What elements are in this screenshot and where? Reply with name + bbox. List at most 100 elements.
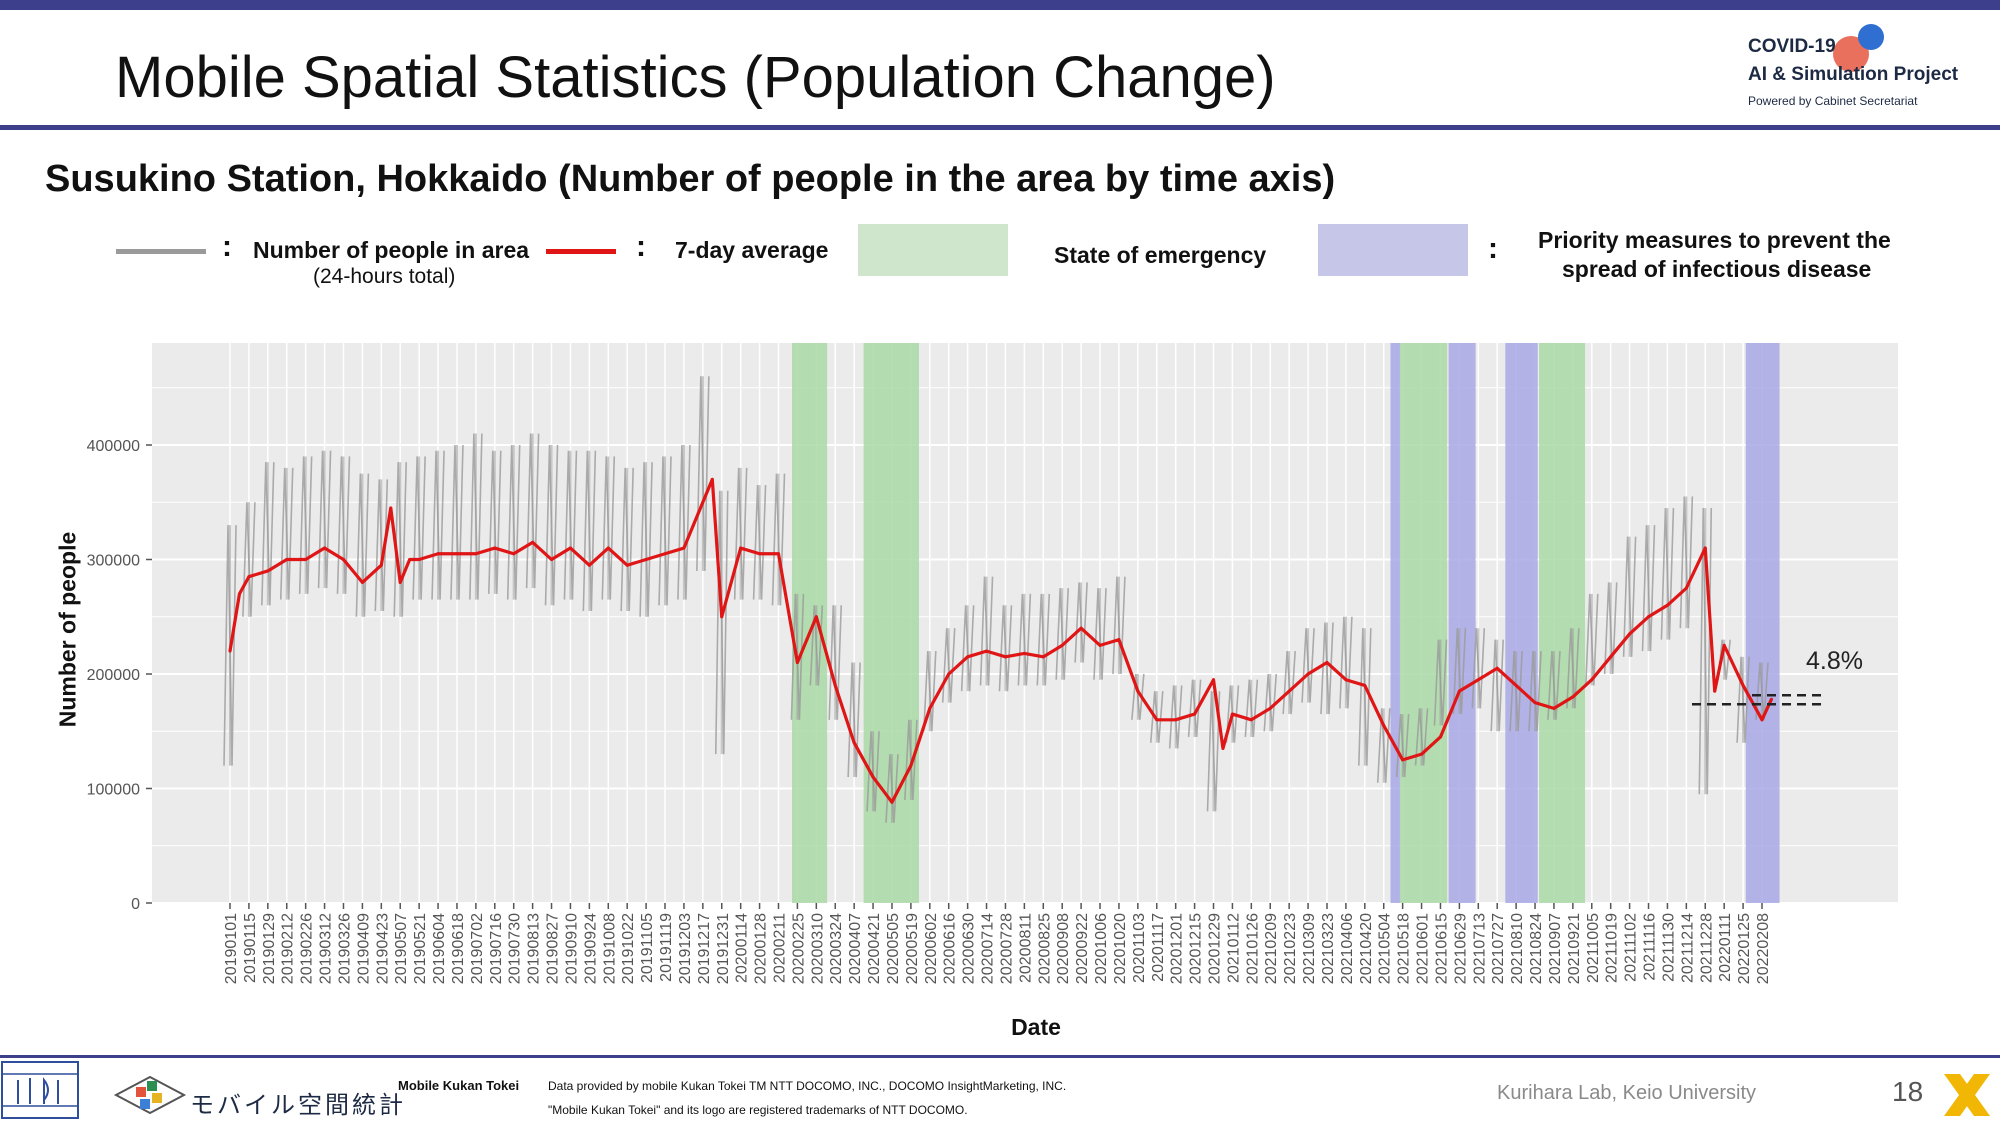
avg-point: [890, 800, 894, 804]
y-tick-label: 400000: [87, 438, 140, 455]
x-tick-label: 20220208: [1755, 913, 1772, 984]
avg-point: [701, 500, 705, 504]
legend-daily-swatch: [116, 249, 206, 254]
x-tick-label: 20210126: [1244, 913, 1261, 984]
avg-point: [512, 552, 516, 556]
x-tick-label: 20210518: [1396, 913, 1413, 984]
x-tick-label: 20210323: [1320, 913, 1337, 984]
annotation-label: 4.8%: [1806, 647, 1863, 675]
avg-point: [228, 649, 232, 653]
avg-point: [1684, 586, 1688, 590]
x-tick-label: 20191022: [620, 913, 637, 984]
avg-point: [1533, 701, 1537, 705]
covid-ai-logo: COVID-19 AI & Simulation Project Powered…: [1745, 24, 1995, 118]
lab-credit: Kurihara Lab, Keio University: [1497, 1082, 1757, 1104]
legend-emergency-label: State of emergency: [1054, 242, 1267, 268]
y-axis-label: Number of people: [54, 531, 81, 728]
avg-point: [550, 558, 554, 561]
avg-point: [1287, 689, 1291, 693]
keio-lab-logo-icon: [1, 1061, 79, 1119]
x-tick-label: 20211019: [1604, 913, 1621, 983]
x-tick-label: 20210810: [1509, 913, 1526, 984]
band-priority: [1745, 343, 1780, 903]
avg-point: [474, 552, 478, 556]
avg-point: [663, 552, 667, 556]
avg-point: [739, 546, 743, 550]
avg-point: [1741, 683, 1745, 687]
logo-line1: COVID-19: [1748, 36, 1836, 57]
avg-point: [1438, 735, 1442, 739]
x-tick-label: 20200505: [885, 913, 902, 984]
y-tick-label: 200000: [87, 667, 140, 684]
avg-point: [1136, 689, 1140, 693]
x-tick-label: 20210406: [1339, 913, 1356, 984]
x-tick-label: 20201103: [1131, 913, 1148, 983]
x-tick-label: 20191008: [601, 913, 618, 984]
avg-point: [1344, 678, 1348, 682]
x-tick-label: 20190312: [318, 913, 335, 984]
avg-point: [1117, 638, 1121, 642]
avg-point: [1514, 683, 1518, 687]
x-axis-label: Date: [1011, 1014, 1061, 1040]
x-tick-label: 20210112: [1225, 913, 1242, 983]
avg-point: [1420, 752, 1424, 756]
x-tick-label: 20190618: [450, 913, 467, 984]
avg-point: [1495, 666, 1499, 670]
footer-divider: [0, 1055, 2000, 1058]
avg-point: [795, 661, 799, 665]
x-tick-label: 20190423: [374, 913, 391, 984]
avg-point: [1382, 724, 1386, 728]
x-tick-label: 20200114: [734, 913, 751, 983]
x-tick-label: 20211214: [1679, 913, 1696, 983]
avg-point: [1268, 706, 1272, 710]
x-tick-label: 20211116: [1642, 913, 1659, 981]
avg-point: [1665, 603, 1669, 607]
x-tick-label: 20190604: [431, 913, 448, 984]
top-accent-bar: [0, 0, 2000, 10]
legend-colon: :: [1488, 232, 1498, 265]
x-tick-label: 20190212: [280, 913, 297, 984]
avg-point: [1401, 758, 1405, 762]
avg-point: [852, 741, 856, 745]
x-tick-label: 20211228: [1698, 913, 1715, 983]
avg-point: [1647, 615, 1651, 619]
avg-point: [833, 683, 837, 687]
footer-note-2: "Mobile Kukan Tokei" and its logo are re…: [548, 1103, 968, 1117]
legend-daily-label: Number of people in area: [253, 237, 530, 263]
avg-point: [398, 580, 402, 584]
x-tick-label: 20190409: [355, 913, 372, 984]
x-tick-label: 20200128: [753, 913, 770, 984]
x-tick-label: 20200211: [771, 913, 788, 983]
avg-point: [1221, 746, 1225, 750]
avg-point: [436, 552, 440, 556]
avg-point: [1609, 655, 1613, 659]
x-tick-label: 20200922: [1074, 913, 1091, 984]
avg-point: [341, 558, 345, 561]
avg-point: [947, 672, 951, 676]
avg-point: [1155, 718, 1159, 722]
avg-point: [1079, 626, 1083, 630]
x-tick-label: 20211102: [1623, 913, 1640, 982]
y-tick-label: 300000: [87, 553, 140, 570]
x-tick-label: 20200811: [1017, 913, 1034, 983]
x-tick-label: 20190813: [526, 913, 543, 984]
avg-point: [1022, 651, 1026, 655]
page-title: Mobile Spatial Statistics (Population Ch…: [115, 45, 1276, 110]
logo-blue-dot-icon: [1858, 24, 1884, 50]
x-tick-label: 20200310: [809, 913, 826, 984]
x-tick-label: 20210629: [1452, 913, 1469, 984]
x-tick-label: 20191203: [677, 913, 694, 984]
x-tick-label: 20200714: [980, 913, 997, 984]
x-tick-label: 20191119: [658, 913, 675, 982]
avg-point: [379, 563, 383, 567]
avg-point: [1713, 689, 1717, 693]
x-tick-label: 20220111: [1717, 913, 1734, 982]
avg-point: [1212, 678, 1216, 682]
avg-point: [909, 764, 913, 768]
legend-avg-label: 7-day average: [675, 237, 829, 263]
x-tick-label: 20210209: [1263, 913, 1280, 984]
avg-point: [1306, 672, 1310, 676]
avg-point: [710, 477, 714, 481]
x-tick-label: 20210223: [1282, 913, 1299, 984]
avg-point: [285, 558, 289, 561]
